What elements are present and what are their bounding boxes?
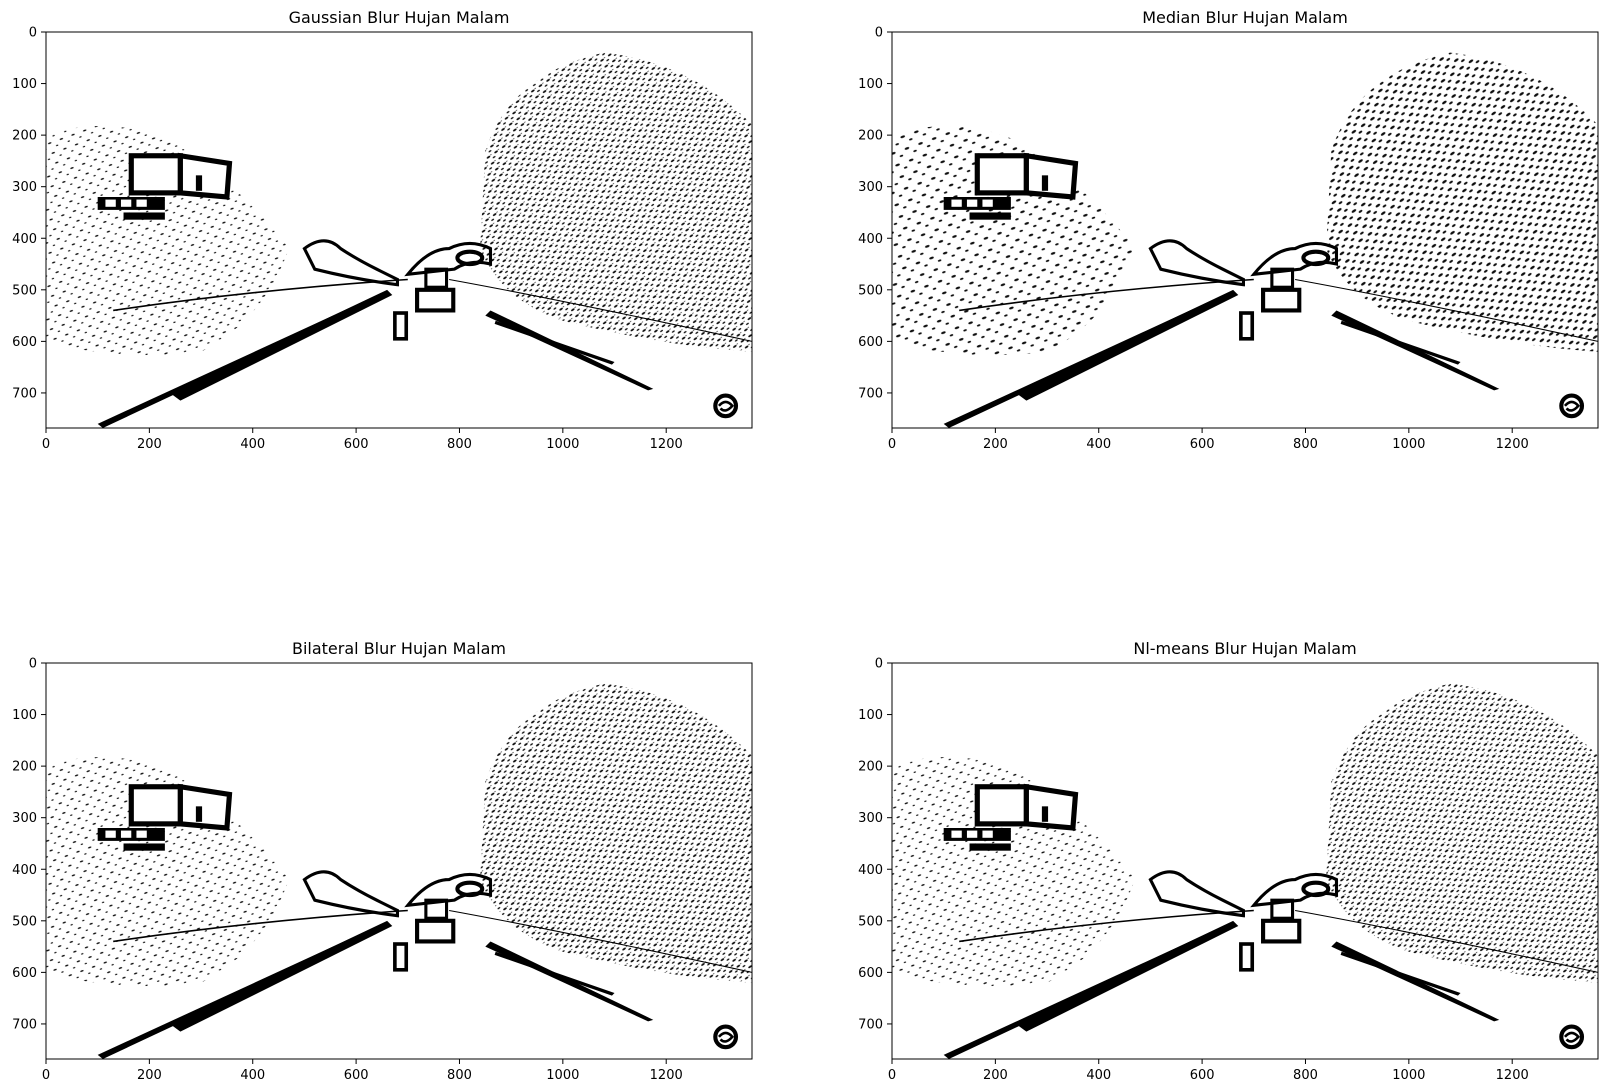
y-tick-label: 400	[858, 863, 883, 878]
y-tick-label: 300	[12, 180, 37, 195]
axes-frame	[891, 662, 1599, 1060]
x-tick-label: 400	[240, 1068, 265, 1083]
x-tick-label: 0	[42, 437, 50, 452]
x-tick-label: 0	[888, 437, 896, 452]
subplot-title: Gaussian Blur Hujan Malam	[289, 8, 510, 27]
axes-frame	[45, 31, 753, 429]
y-tick-label: 500	[12, 283, 37, 298]
image-content	[892, 32, 1598, 428]
y-tick-label: 400	[12, 232, 37, 247]
x-tick-label: 200	[983, 437, 1008, 452]
image-content	[46, 663, 752, 1059]
x-tick-label: 400	[240, 437, 265, 452]
x-tick-label: 1200	[1496, 1068, 1529, 1083]
y-tick-label: 700	[858, 386, 883, 401]
x-tick-label: 600	[1190, 1068, 1215, 1083]
x-tick-label: 200	[137, 437, 162, 452]
x-tick-label: 0	[888, 1068, 896, 1083]
y-tick-label: 100	[12, 708, 37, 723]
y-tick-label: 0	[29, 26, 37, 41]
y-tick-label: 700	[12, 1017, 37, 1032]
x-tick-label: 1200	[1496, 437, 1529, 452]
y-tick-label: 0	[29, 657, 37, 672]
x-tick-label: 600	[344, 437, 369, 452]
y-tick-label: 400	[858, 232, 883, 247]
image-content	[892, 663, 1598, 1059]
subplot-1: Gaussian Blur Hujan Malam 0 200 400 600 800 10…	[12, 8, 753, 452]
subplot-title: Nl-means Blur Hujan Malam	[1133, 639, 1356, 658]
y-tick-label: 300	[12, 811, 37, 826]
x-tick-label: 800	[447, 1068, 472, 1083]
x-tick-label: 400	[1086, 1068, 1111, 1083]
x-tick-label: 800	[1293, 1068, 1318, 1083]
y-tick-label: 400	[12, 863, 37, 878]
y-tick-label: 200	[12, 129, 37, 144]
y-tick-label: 100	[858, 708, 883, 723]
y-tick-label: 600	[858, 966, 883, 981]
subplot-3: Bilateral Blur Hujan Malam 0 200 400 600 800 1…	[12, 639, 753, 1083]
x-tick-label: 0	[42, 1068, 50, 1083]
axes-frame	[45, 662, 753, 1060]
x-tick-label: 800	[1293, 437, 1318, 452]
x-tick-label: 600	[344, 1068, 369, 1083]
x-tick-label: 400	[1086, 437, 1111, 452]
x-tick-label: 1000	[546, 437, 579, 452]
image-content	[46, 32, 752, 428]
x-tick-label: 200	[137, 1068, 162, 1083]
x-tick-label: 1000	[1392, 437, 1425, 452]
y-tick-label: 100	[12, 77, 37, 92]
axes-frame	[891, 31, 1599, 429]
y-tick-label: 100	[858, 77, 883, 92]
y-tick-label: 300	[858, 811, 883, 826]
y-tick-label: 200	[858, 129, 883, 144]
y-tick-label: 700	[12, 386, 37, 401]
y-tick-label: 500	[858, 914, 883, 929]
x-tick-label: 200	[983, 1068, 1008, 1083]
y-tick-label: 0	[875, 26, 883, 41]
y-tick-label: 200	[858, 760, 883, 775]
y-tick-label: 500	[12, 914, 37, 929]
subplot-title: Bilateral Blur Hujan Malam	[292, 639, 506, 658]
x-tick-label: 1000	[546, 1068, 579, 1083]
subplot-4: Nl-means Blur Hujan Malam 0 200 400 600 800 10…	[858, 639, 1599, 1083]
x-tick-label: 600	[1190, 437, 1215, 452]
y-tick-label: 700	[858, 1017, 883, 1032]
y-tick-label: 500	[858, 283, 883, 298]
x-tick-label: 1200	[650, 1068, 683, 1083]
y-tick-label: 0	[875, 657, 883, 672]
y-tick-label: 600	[12, 966, 37, 981]
x-tick-label: 800	[447, 437, 472, 452]
subplot-title: Median Blur Hujan Malam	[1142, 8, 1348, 27]
y-tick-label: 600	[858, 335, 883, 350]
x-tick-label: 1000	[1392, 1068, 1425, 1083]
y-tick-label: 600	[12, 335, 37, 350]
y-tick-label: 200	[12, 760, 37, 775]
x-tick-label: 1200	[650, 437, 683, 452]
y-tick-label: 300	[858, 180, 883, 195]
